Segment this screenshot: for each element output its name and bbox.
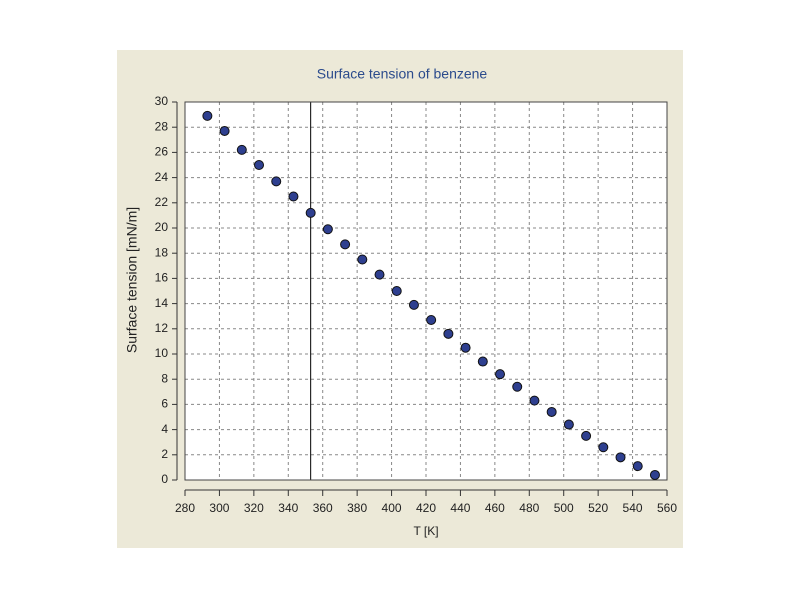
y-tick-label: 4 <box>161 422 168 436</box>
y-axis-label: Surface tension [mN/m] <box>124 207 140 353</box>
y-tick-label: 0 <box>161 472 168 486</box>
y-tick-label: 12 <box>155 321 169 335</box>
data-point <box>443 328 454 339</box>
y-tick-label: 22 <box>155 195 169 209</box>
data-point <box>236 144 247 155</box>
data-point <box>426 314 437 325</box>
x-tick-label: 400 <box>382 501 402 515</box>
x-tick-label: 300 <box>209 501 229 515</box>
data-point <box>615 452 626 463</box>
data-point <box>288 191 299 202</box>
x-tick-label: 280 <box>175 501 195 515</box>
y-tick-label: 16 <box>155 271 169 285</box>
y-tick-label: 24 <box>155 170 169 184</box>
y-tick-label: 10 <box>155 346 169 360</box>
x-tick-label: 560 <box>657 501 677 515</box>
data-point <box>598 442 609 453</box>
x-tick-label: 460 <box>485 501 505 515</box>
x-tick-label: 500 <box>554 501 574 515</box>
x-tick-label: 340 <box>278 501 298 515</box>
y-tick-label: 26 <box>155 145 169 159</box>
y-tick-label: 8 <box>161 371 168 385</box>
data-point <box>546 406 557 417</box>
chart-title: Surface tension of benzene <box>317 66 488 82</box>
data-point <box>581 430 592 441</box>
x-tick-label: 420 <box>416 501 436 515</box>
data-point <box>649 469 660 480</box>
y-tick-label: 30 <box>155 94 169 108</box>
data-point <box>632 461 643 472</box>
data-point <box>357 254 368 265</box>
data-point <box>495 369 506 380</box>
y-tick-label: 18 <box>155 245 169 259</box>
data-point <box>219 125 230 136</box>
data-point <box>305 207 316 218</box>
x-tick-label: 320 <box>244 501 264 515</box>
data-point <box>460 342 471 353</box>
x-tick-label: 360 <box>313 501 333 515</box>
y-tick-label: 6 <box>161 397 168 411</box>
data-point <box>391 286 402 296</box>
data-point <box>529 395 540 406</box>
plot-frame <box>184 101 668 481</box>
data-point <box>322 224 333 235</box>
x-tick-label: 540 <box>623 501 643 515</box>
x-tick-label: 480 <box>519 501 539 515</box>
y-tick-label: 14 <box>155 296 169 310</box>
x-tick-label: 380 <box>347 501 367 515</box>
data-point <box>202 110 213 121</box>
data-point <box>340 239 351 250</box>
x-tick-label: 440 <box>450 501 470 515</box>
data-point <box>512 381 523 392</box>
data-point <box>374 269 385 280</box>
data-point <box>254 160 265 170</box>
x-tick-label: 520 <box>588 501 608 515</box>
y-tick-label: 28 <box>155 119 169 133</box>
x-axis-label: T [K] <box>413 524 438 538</box>
data-point <box>563 419 574 430</box>
y-tick-label: 20 <box>155 220 169 234</box>
data-point <box>271 176 282 187</box>
y-tick-label: 2 <box>161 447 168 461</box>
data-point <box>477 356 488 367</box>
data-point <box>408 299 419 310</box>
